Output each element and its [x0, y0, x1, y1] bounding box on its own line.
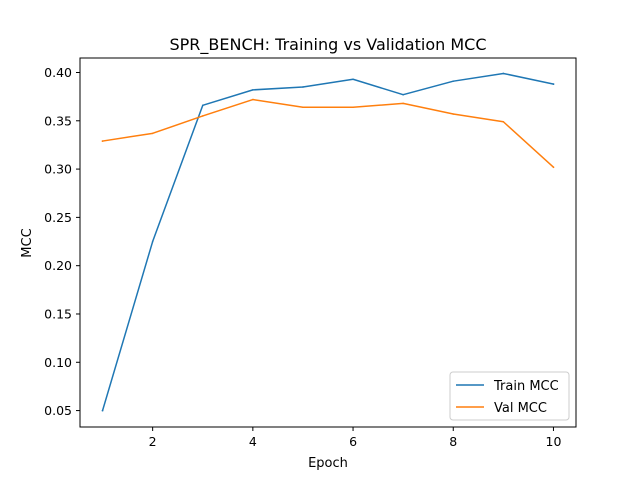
y-tick-label: 0.40: [44, 65, 72, 80]
data-point-train-mcc-3: [201, 104, 204, 107]
chart-title: SPR_BENCH: Training vs Validation MCC: [169, 35, 486, 55]
y-axis: 0.05 0.10 0.15 0.20 0.25 0.30 0.35 0.40: [44, 65, 80, 418]
series-line-val-mcc: [101, 98, 555, 169]
data-point-val-mcc-9: [502, 120, 505, 123]
x-tick-label: 4: [249, 434, 257, 449]
legend: Train MCC Val MCC: [449, 371, 570, 421]
data-point-val-mcc-10: [552, 166, 555, 168]
x-axis-label: Epoch: [308, 456, 348, 471]
legend-label-val: Val MCC: [494, 401, 547, 416]
data-point-train-mcc-10: [552, 83, 555, 85]
x-axis: 2 4 6 8 10: [149, 427, 562, 449]
legend-label-train: Train MCC: [493, 379, 559, 394]
data-point-val-mcc-8: [452, 113, 455, 115]
data-point-val-mcc-2: [151, 132, 154, 135]
data-point-train-mcc-8: [452, 80, 455, 82]
data-point-val-mcc-4: [252, 98, 254, 101]
plot-frame: [79, 57, 577, 428]
y-tick-label: 0.20: [44, 258, 72, 273]
data-point-val-mcc-3: [201, 115, 204, 117]
data-point-val-mcc-7: [402, 102, 404, 105]
data-point-train-mcc-5: [302, 86, 304, 88]
series-layer: [101, 72, 555, 412]
y-tick-label: 0.15: [44, 306, 72, 321]
data-point-train-mcc-1: [101, 409, 104, 412]
data-point-train-mcc-2: [151, 240, 154, 243]
x-tick-label: 6: [349, 434, 357, 449]
data-point-train-mcc-9: [502, 72, 505, 75]
series-line-train-mcc: [101, 72, 555, 412]
x-tick-label: 2: [149, 434, 157, 449]
data-point-train-mcc-6: [352, 78, 354, 81]
y-tick-label: 0.05: [44, 403, 72, 418]
x-tick-label: 8: [449, 434, 457, 449]
y-tick-label: 0.10: [44, 355, 72, 370]
data-point-train-mcc-7: [402, 93, 404, 96]
y-tick-label: 0.25: [44, 210, 72, 225]
y-axis-label: MCC: [20, 228, 35, 257]
y-tick-label: 0.30: [44, 162, 72, 177]
data-point-train-mcc-4: [252, 89, 254, 91]
x-tick-label: 10: [546, 434, 562, 449]
data-point-val-mcc-6: [352, 106, 354, 109]
data-point-val-mcc-5: [302, 106, 304, 109]
y-tick-label: 0.35: [44, 113, 72, 128]
legend-box: [449, 371, 570, 421]
data-point-val-mcc-1: [101, 140, 104, 142]
